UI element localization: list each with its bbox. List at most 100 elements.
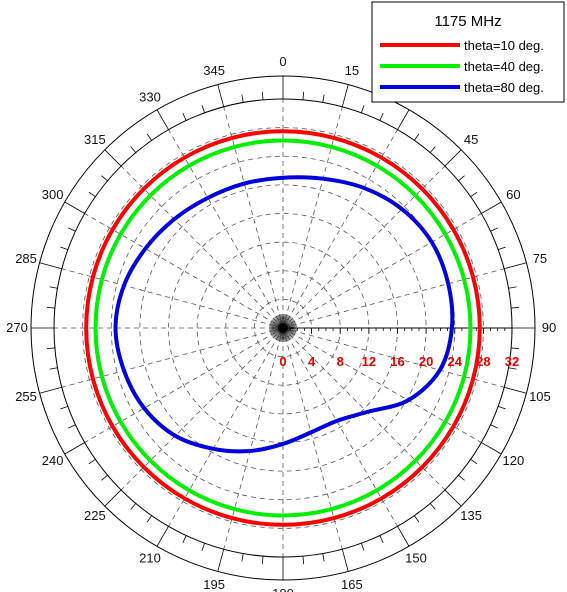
- legend: 1175 MHz theta=10 deg.theta=40 deg.theta…: [371, 1, 565, 103]
- angle-tick-label: 45: [464, 132, 478, 147]
- grid-spoke: [223, 106, 284, 329]
- radial-tick-label: 20: [419, 354, 433, 369]
- angle-tick-label: 240: [42, 453, 64, 468]
- angle-tick-label: 15: [345, 63, 359, 78]
- grid-spoke: [282, 327, 398, 527]
- angle-minor-tick: [379, 113, 384, 121]
- angle-minor-tick: [261, 556, 264, 565]
- grid-spoke: [282, 327, 446, 491]
- angle-tick-label: 60: [506, 187, 520, 202]
- series-line-1: [84, 129, 482, 527]
- angle-major-tick: [341, 84, 349, 107]
- angle-minor-tick: [46, 306, 55, 309]
- angle-minor-tick: [88, 459, 96, 465]
- grid-spoke: [282, 327, 343, 550]
- angle-major-tick: [504, 262, 527, 270]
- angle-minor-tick: [302, 556, 305, 565]
- angle-minor-tick: [360, 543, 365, 551]
- center-spoke: [281, 314, 284, 329]
- angle-minor-tick: [414, 133, 420, 141]
- angle-major-tick: [39, 262, 62, 270]
- angle-minor-tick: [201, 105, 206, 113]
- angle-major-tick: [217, 84, 225, 107]
- angle-minor-tick: [101, 474, 108, 481]
- angle-minor-tick: [470, 191, 478, 197]
- grid-spoke: [282, 327, 482, 443]
- angle-major-tick: [481, 442, 502, 455]
- angle-minor-tick: [458, 474, 465, 481]
- angle-minor-tick: [130, 146, 137, 153]
- radial-tick-label: 12: [362, 354, 376, 369]
- grid-spoke: [84, 327, 284, 443]
- angle-major-tick: [444, 489, 462, 507]
- angle-minor-tick: [88, 191, 96, 197]
- angle-minor-tick: [498, 246, 506, 251]
- angle-tick-label: 120: [503, 453, 525, 468]
- angle-tick-label: 165: [341, 577, 363, 592]
- angle-tick-label: 300: [42, 187, 64, 202]
- angle-major-tick: [341, 549, 349, 572]
- legend-label-2: theta=40 deg.: [464, 59, 544, 74]
- angle-tick-label: 0: [279, 54, 286, 69]
- angle-tick-label: 330: [139, 90, 161, 105]
- angle-minor-tick: [429, 146, 436, 153]
- angle-tick-label: 345: [203, 63, 225, 78]
- grid-spoke: [282, 106, 343, 329]
- angle-minor-tick: [68, 227, 76, 232]
- angle-minor-tick: [360, 105, 365, 113]
- angle-major-tick: [481, 201, 502, 214]
- angle-major-tick: [104, 489, 122, 507]
- angle-minor-tick: [261, 91, 264, 100]
- grid-spoke: [282, 213, 482, 329]
- angle-minor-tick: [490, 227, 498, 232]
- angle-major-tick: [156, 526, 169, 547]
- angle-major-tick: [64, 201, 85, 214]
- angle-minor-tick: [146, 515, 152, 523]
- angle-tick-label: 90: [542, 320, 556, 335]
- angle-minor-tick: [182, 113, 187, 121]
- angle-tick-label: 225: [84, 508, 106, 523]
- angle-major-tick: [39, 386, 62, 394]
- angle-major-tick: [156, 109, 169, 130]
- angle-minor-tick: [498, 405, 506, 410]
- angle-minor-tick: [490, 424, 498, 429]
- angle-minor-tick: [508, 286, 517, 289]
- angle-tick-label: 270: [6, 320, 28, 335]
- angle-minor-tick: [322, 94, 325, 103]
- angle-tick-label: 105: [529, 389, 551, 404]
- angle-minor-tick: [49, 286, 58, 289]
- angle-tick-label: 135: [460, 508, 482, 523]
- grid-spoke: [282, 165, 446, 329]
- angle-tick-label: 285: [15, 251, 37, 266]
- angle-minor-tick: [508, 367, 517, 370]
- legend-label-3: theta=80 deg.: [464, 80, 544, 95]
- angle-major-tick: [104, 149, 122, 167]
- angle-tick-label: 255: [15, 389, 37, 404]
- grid-spoke: [84, 213, 284, 329]
- grid-spoke: [282, 129, 398, 329]
- series-line-2: [93, 138, 473, 518]
- angle-tick-label: 180: [272, 586, 294, 592]
- angle-tick-label: 195: [203, 577, 225, 592]
- angle-tick-label: 210: [139, 550, 161, 565]
- radial-tick-label: 4: [308, 354, 316, 369]
- angle-minor-tick: [241, 553, 244, 562]
- series-line-3: [113, 175, 455, 454]
- grid-spoke: [282, 268, 505, 329]
- angle-minor-tick: [182, 535, 187, 543]
- grid-spoke: [120, 327, 284, 491]
- radial-tick-label: 32: [505, 354, 519, 369]
- angle-minor-tick: [322, 553, 325, 562]
- angle-minor-tick: [511, 347, 520, 350]
- angle-minor-tick: [101, 175, 108, 182]
- radial-tick-label: 24: [448, 354, 463, 369]
- grid-spoke: [168, 327, 284, 527]
- angle-tick-label: 150: [405, 550, 427, 565]
- angle-minor-tick: [302, 91, 305, 100]
- grid-spoke: [61, 268, 284, 329]
- grid-spoke: [168, 129, 284, 329]
- polar-axis: 0153045607590105120135150165180195210225…: [6, 54, 556, 592]
- angle-minor-tick: [241, 94, 244, 103]
- angle-minor-tick: [429, 503, 436, 510]
